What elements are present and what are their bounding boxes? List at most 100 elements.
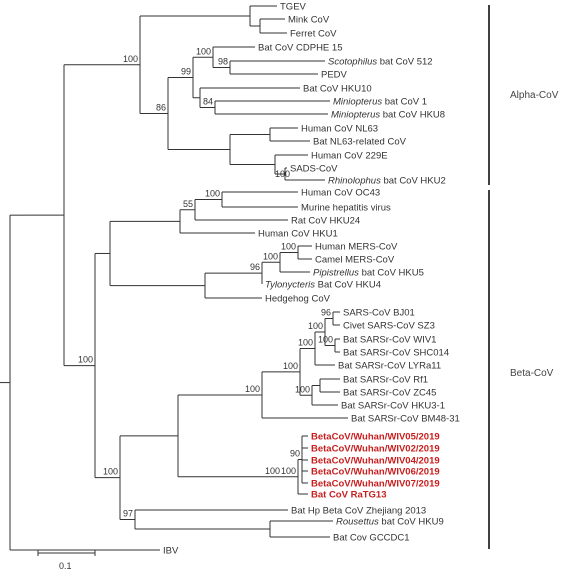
- tip-label-part: SADS-CoV: [290, 164, 338, 175]
- tip-label-part: Bat SARSr-CoV SHC014: [343, 348, 449, 359]
- tip-label-hku1: Human CoV HKU1: [258, 229, 338, 240]
- tip-label-nl63: Human CoV NL63: [301, 124, 378, 135]
- tip-label-hku10: Bat CoV HKU10: [303, 84, 372, 95]
- tip-label-part: Tylonycteris: [265, 280, 315, 291]
- bootstrap-value: 100: [103, 467, 118, 477]
- bootstrap-value: 99: [181, 67, 191, 77]
- tip-label-h229e: Human CoV 229E: [311, 151, 388, 162]
- tip-label-wiv05: BetaCoV/Wuhan/WIV05/2019: [311, 432, 440, 443]
- tip-label-part: bat CoV 512: [377, 57, 432, 68]
- bootstrap-value: 97: [123, 509, 133, 519]
- tip-label-part: BetaCoV/Wuhan/WIV06/2019: [311, 467, 440, 478]
- tip-label-part: bat CoV HKU2: [381, 176, 446, 187]
- tip-label-hku3: Bat SARSr-CoV HKU3-1: [341, 401, 445, 412]
- tip-label-part: SARS-CoV BJ01: [343, 308, 415, 319]
- tip-label-part: bat CoV HKU8: [380, 110, 445, 121]
- tip-label-hedge: Hedgehog CoV: [265, 294, 331, 305]
- tip-label-wiv04: BetaCoV/Wuhan/WIV04/2019: [311, 456, 440, 467]
- bootstrap-value: 96: [250, 262, 260, 272]
- tip-label-wiv02: BetaCoV/Wuhan/WIV02/2019: [311, 444, 440, 455]
- tip-label-rf1: Bat SARSr-CoV Rf1: [343, 375, 428, 386]
- bootstrap-value: 100: [263, 251, 278, 261]
- bootstrap-value: 100: [308, 321, 323, 331]
- tip-label-part: Bat SARSr-CoV Rf1: [343, 375, 428, 386]
- tip-label-pipi: Pipistrellus bat CoV HKU5: [313, 268, 424, 279]
- tip-label-part: Bat SARSr-CoV HKU3-1: [341, 401, 445, 412]
- tip-label-ratg13: Bat CoV RaTG13: [311, 490, 387, 501]
- tip-label-part: Rhinolophus: [328, 176, 381, 187]
- tip-label-part: Bat Hp Beta CoV Zhejiang 2013: [291, 506, 426, 517]
- tip-label-sads: SADS-CoV: [290, 164, 338, 175]
- tip-label-part: Murine hepatitis virus: [301, 203, 391, 214]
- tip-label-part: Miniopterus: [333, 97, 382, 108]
- tip-label-part: Pipistrellus: [313, 268, 359, 279]
- tip-label-part: Civet SARS-CoV SZ3: [343, 321, 435, 332]
- tip-label-tgev: TGEV: [280, 2, 307, 13]
- tip-labels: TGEV Mink CoV Ferret CoV Bat CoV CDPHE 15 Sc…: [163, 2, 460, 557]
- scale-bar-label: 0.1: [59, 561, 72, 571]
- tip-label-mink: Mink CoV: [288, 15, 330, 26]
- bootstrap-value: 86: [156, 103, 166, 113]
- tip-label-part: Human MERS-CoV: [315, 242, 398, 253]
- tip-label-part: TGEV: [280, 2, 307, 13]
- bootstrap-value: 100: [298, 338, 313, 348]
- tip-label-bj01: SARS-CoV BJ01: [343, 308, 415, 319]
- tip-label-bm48: Bat SARSr-CoV BM48-31: [351, 414, 460, 425]
- bootstrap-value: 100: [295, 384, 310, 394]
- bootstrap-value: 55: [183, 199, 193, 209]
- tip-label-part: Camel MERS-CoV: [315, 255, 395, 266]
- beta-cov-label: Beta-CoV: [510, 368, 554, 379]
- alpha-cov-label: Alpha-CoV: [510, 90, 559, 101]
- tip-label-part: Rat CoV HKU24: [291, 216, 360, 227]
- tip-label-camel: Camel MERS-CoV: [315, 255, 395, 266]
- tip-label-part: bat CoV HKU9: [379, 517, 444, 528]
- tip-label-part: Hedgehog CoV: [265, 294, 331, 305]
- bootstrap-value: 100: [78, 355, 93, 365]
- tip-label-mhv: Murine hepatitis virus: [301, 203, 391, 214]
- tip-label-part: Rousettus: [336, 517, 379, 528]
- tip-label-ferret: Ferret CoV: [290, 29, 337, 40]
- tip-label-part: Miniopterus: [331, 110, 380, 121]
- tip-label-cdphe: Bat CoV CDPHE 15: [258, 43, 342, 54]
- tip-label-part: Human CoV HKU1: [258, 229, 338, 240]
- bootstrap-value: 98: [218, 57, 228, 67]
- tip-label-rhino: Rhinolophus bat CoV HKU2: [328, 176, 446, 187]
- tip-label-batnl63: Bat NL63-related CoV: [313, 137, 407, 148]
- bootstrap-value: 100: [205, 189, 220, 199]
- bootstrap-value: 100: [281, 242, 296, 252]
- bootstrap-value: 84: [203, 97, 213, 107]
- tip-label-mini8: Miniopterus bat CoV HKU8: [331, 110, 445, 121]
- tip-label-part: Bat Cov GCCDC1: [333, 533, 410, 544]
- tip-label-part: BetaCoV/Wuhan/WIV02/2019: [311, 444, 440, 455]
- tip-label-shc014: Bat SARSr-CoV SHC014: [343, 348, 449, 359]
- tip-label-part: Bat CoV CDPHE 15: [258, 43, 342, 54]
- tip-label-scoto: Scotophilus bat CoV 512: [328, 57, 433, 68]
- bootstrap-value: 100: [283, 361, 298, 371]
- bootstrap-value: 100: [281, 466, 296, 476]
- tip-label-part: Bat NL63-related CoV: [313, 137, 407, 148]
- tip-label-part: Human CoV OC43: [301, 188, 380, 199]
- tip-label-wiv07: BetaCoV/Wuhan/WIV07/2019: [311, 479, 440, 490]
- tip-label-gcc: Bat Cov GCCDC1: [333, 533, 410, 544]
- tip-label-part: Bat SARSr-CoV ZC45: [343, 388, 436, 399]
- tip-label-zc45: Bat SARSr-CoV ZC45: [343, 388, 436, 399]
- tip-label-part: BetaCoV/Wuhan/WIV05/2019: [311, 432, 440, 443]
- bootstrap-value: 100: [318, 335, 333, 345]
- tip-label-part: Bat SARSr-CoV WIV1: [343, 335, 436, 346]
- tip-label-part: Bat SARSr-CoV LYRa11: [338, 361, 441, 372]
- tip-label-part: bat CoV 1: [382, 97, 427, 108]
- bootstrap-value: 100: [196, 46, 211, 56]
- tip-label-tylo: Tylonycteris Bat CoV HKU4: [265, 280, 381, 291]
- tip-label-part: bat CoV HKU5: [359, 268, 424, 279]
- tip-label-pedv: PEDV: [321, 70, 348, 81]
- tip-label-ibv: IBV: [163, 546, 179, 557]
- tip-label-part: Human CoV 229E: [311, 151, 388, 162]
- tip-label-part: IBV: [163, 546, 179, 557]
- bootstrap-value: 100: [275, 169, 290, 179]
- bootstrap-value: 100: [123, 54, 138, 64]
- tip-label-hku24: Rat CoV HKU24: [291, 216, 360, 227]
- tip-label-part: BetaCoV/Wuhan/WIV07/2019: [311, 479, 440, 490]
- tip-label-part: Bat CoV RaTG13: [311, 490, 387, 501]
- tip-label-part: Bat CoV HKU4: [315, 280, 381, 291]
